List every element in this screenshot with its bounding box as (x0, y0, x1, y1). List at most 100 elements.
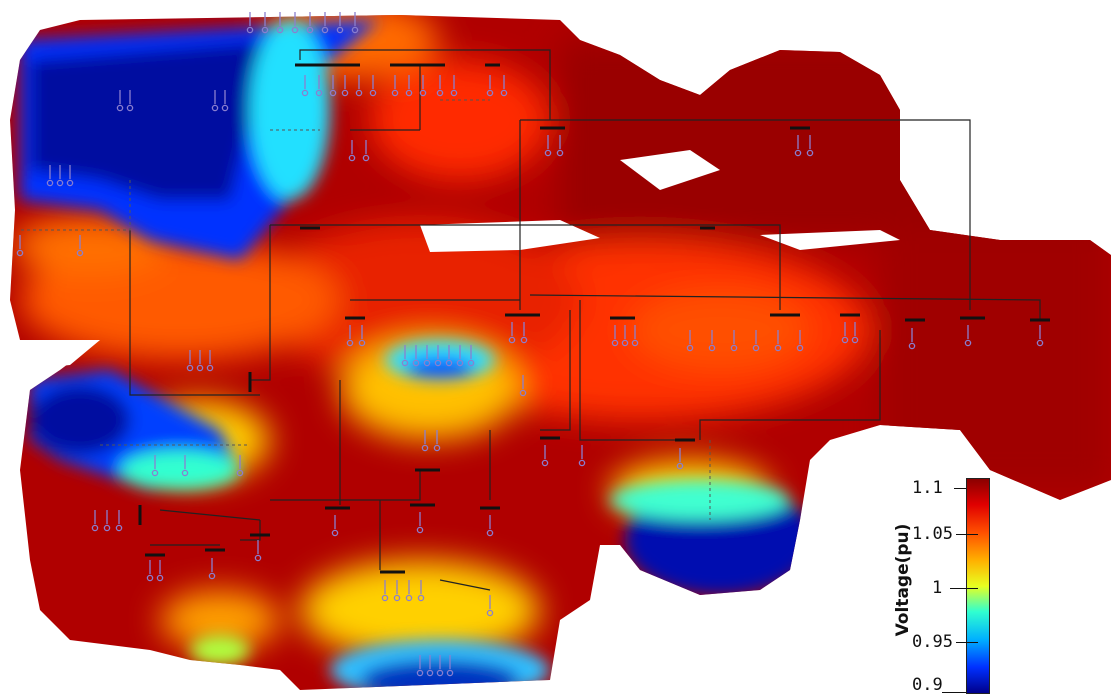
load-node (676, 462, 684, 470)
network-lines (129, 49, 1041, 591)
load-node (206, 364, 214, 372)
load-node (115, 524, 123, 532)
load-node (156, 574, 164, 582)
load-node (445, 359, 453, 367)
load-node (419, 89, 427, 97)
load-node (369, 89, 377, 97)
load-node (730, 344, 738, 352)
load-node (261, 26, 269, 34)
load-node (467, 359, 475, 367)
load-node (196, 364, 204, 372)
load-node (291, 26, 299, 34)
load-node (331, 529, 339, 537)
colorbar-gradient (966, 478, 990, 694)
load-node (208, 572, 216, 580)
load-node (301, 89, 309, 97)
load-node (486, 89, 494, 97)
load-node (456, 359, 464, 367)
load-node (358, 339, 366, 347)
load-node (556, 149, 564, 157)
white-gaps (0, 150, 900, 370)
load-node (752, 344, 760, 352)
load-node (851, 336, 859, 344)
load-node (611, 339, 619, 347)
load-node (362, 154, 370, 162)
load-node (794, 149, 802, 157)
load-node (412, 359, 420, 367)
load-node (621, 339, 629, 347)
load-node (446, 669, 454, 677)
load-node (46, 179, 54, 187)
load-node (341, 89, 349, 97)
voltage-colorbar: Voltage(pu) 1.1 1.05 1 0.95 0.9 (870, 470, 1005, 698)
load-node (381, 594, 389, 602)
load-node (908, 342, 916, 350)
load-node (426, 669, 434, 677)
colorbar-tick-1-05: 1.05 (912, 524, 953, 544)
load-node (103, 524, 111, 532)
bus-bars (138, 63, 1050, 574)
colorbar-tick-1: 1 (932, 578, 943, 598)
colorbar-tick-1-1: 1.1 (912, 478, 943, 498)
load-node (519, 389, 527, 397)
load-node (146, 574, 154, 582)
load-node (964, 339, 972, 347)
load-node (436, 89, 444, 97)
load-node (631, 339, 639, 347)
load-node (1036, 339, 1044, 347)
colorbar-tick-mark (942, 692, 966, 693)
load-node (544, 149, 552, 157)
load-node (186, 364, 194, 372)
load-node (348, 154, 356, 162)
load-node (434, 359, 442, 367)
load-node (500, 89, 508, 97)
colorbar-title: Voltage(pu) (893, 523, 913, 637)
load-node (181, 469, 189, 477)
load-node (405, 89, 413, 97)
load-node (355, 89, 363, 97)
load-node (16, 249, 24, 257)
load-node (520, 336, 528, 344)
load-node (236, 469, 244, 477)
colorbar-tick-0-9: 0.9 (912, 675, 943, 695)
load-node (806, 149, 814, 157)
colorbar-tick-0-95: 0.95 (912, 632, 953, 652)
load-node (306, 26, 314, 34)
load-node (391, 89, 399, 97)
load-node (336, 26, 344, 34)
load-node (116, 104, 124, 112)
load-node (246, 26, 254, 34)
load-node (56, 179, 64, 187)
colorbar-tick-mark (956, 642, 978, 643)
load-symbols (16, 12, 1044, 677)
load-node (211, 104, 219, 112)
load-node (423, 359, 431, 367)
load-node (578, 459, 586, 467)
load-node (351, 26, 359, 34)
load-node (126, 104, 134, 112)
load-node (541, 459, 549, 467)
load-node (76, 249, 84, 257)
load-node (405, 594, 413, 602)
load-node (796, 344, 804, 352)
load-node (450, 89, 458, 97)
load-node (401, 359, 409, 367)
load-node (315, 89, 323, 97)
load-node (221, 104, 229, 112)
load-node (346, 339, 354, 347)
colorbar-tick-mark (954, 488, 966, 489)
load-node (433, 444, 441, 452)
load-node (841, 336, 849, 344)
load-node (708, 344, 716, 352)
load-node (686, 344, 694, 352)
load-node (321, 26, 329, 34)
load-node (486, 529, 494, 537)
load-node (393, 594, 401, 602)
load-node (416, 526, 424, 534)
load-node (421, 444, 429, 452)
load-node (417, 594, 425, 602)
dashed-lines (20, 99, 711, 520)
load-node (254, 554, 262, 562)
load-node (66, 179, 74, 187)
